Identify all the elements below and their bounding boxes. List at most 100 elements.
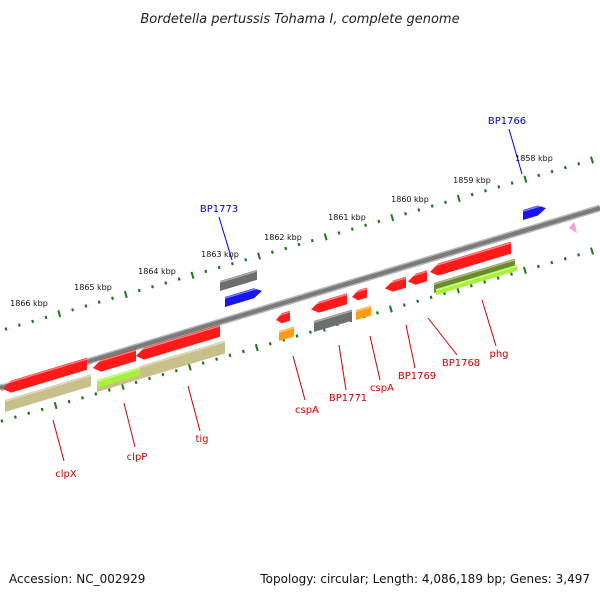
inner-scale-dot xyxy=(0,419,4,423)
scale-tick-label: 1860 kbp xyxy=(391,195,429,204)
inner-scale-dot xyxy=(375,311,379,315)
leader-line xyxy=(427,317,458,356)
genome-backbone xyxy=(0,204,600,392)
scale-tick-label: 1861 kbp xyxy=(328,213,366,222)
feature-gray xyxy=(220,269,257,291)
feature-blue-highlight xyxy=(224,286,263,299)
leader-line xyxy=(481,299,497,347)
feature-red-highlight xyxy=(92,349,137,364)
gene-label-phg: phg xyxy=(489,349,508,360)
gene-label-bp1773: BP1773 xyxy=(200,204,238,215)
gene-label-bp1771: BP1771 xyxy=(329,393,367,404)
leader-line xyxy=(218,216,233,261)
outer-scale-dot xyxy=(204,269,208,274)
feature-blue xyxy=(523,205,546,220)
inner-scale-dot xyxy=(577,253,581,257)
feature-red xyxy=(3,357,87,393)
feature-red-highlight xyxy=(310,293,348,306)
feature-red xyxy=(136,324,220,360)
outer-scale-dot xyxy=(270,250,274,254)
inner-scale-dot xyxy=(536,264,540,269)
outer-scale-dot xyxy=(71,308,75,312)
inner-scale-dot xyxy=(134,380,138,385)
feature-red xyxy=(430,241,511,276)
feature-lime-highlight xyxy=(96,367,141,382)
inner-scale-dot xyxy=(416,299,420,303)
feature-orange xyxy=(279,326,294,341)
outer-scale-dot xyxy=(31,319,35,324)
inner-scale-dot xyxy=(94,392,98,396)
outer-scale-dot xyxy=(497,185,501,189)
outer-scale-dot xyxy=(377,219,381,224)
inner-scale-dot xyxy=(53,401,58,410)
feature-orange xyxy=(356,305,371,320)
gene-label-cspa: cspA xyxy=(370,383,394,394)
inner-scale-dot xyxy=(241,349,245,354)
outer-scale-dot xyxy=(577,162,581,166)
gene-label-tig: tig xyxy=(195,434,208,445)
inner-scale-dot xyxy=(161,372,165,377)
feature-red xyxy=(408,270,427,285)
outer-scale-dots xyxy=(4,156,594,331)
scale-tick-labels: 1858 kbp 1859 kbp 1860 kbp 1861 kbp 1862 kbp… xyxy=(10,154,553,308)
outer-scale-dot xyxy=(550,169,554,174)
outer-scale-dot xyxy=(404,211,408,216)
outer-scale-dot xyxy=(350,227,354,231)
feature-gray xyxy=(314,309,352,332)
outer-scale-dot xyxy=(310,238,314,243)
feature-red-highlight xyxy=(384,277,407,285)
feature-khaki-highlight xyxy=(139,341,226,368)
outer-scale-dot xyxy=(364,223,368,228)
feature-pink xyxy=(569,222,577,233)
outer-scale-dot xyxy=(284,246,288,251)
outer-scale-dot xyxy=(590,156,594,164)
inner-scale-dot xyxy=(67,399,71,404)
map-title: Bordetella pertussis Tohama I, complete … xyxy=(140,12,459,27)
outer-scale-dot xyxy=(137,288,141,293)
outer-scale-dot xyxy=(470,192,474,197)
inner-scale-dot xyxy=(80,396,84,400)
inner-scale-dot xyxy=(590,247,594,255)
outer-scale-dot xyxy=(297,242,301,247)
inner-scale-dot xyxy=(402,303,406,307)
gene-label-bp1766: BP1766 xyxy=(488,116,526,127)
outer-scale-dot xyxy=(111,296,115,301)
label-leader-lines xyxy=(52,128,523,462)
leader-line xyxy=(338,344,347,391)
gene-labels: BP1766BP1773phgBP1768BP1769cspABP1771csp… xyxy=(55,116,526,480)
outer-scale-dot xyxy=(44,315,48,320)
outer-scale-dot xyxy=(456,194,461,203)
feature-red-highlight xyxy=(429,242,512,268)
inner-scale-dot xyxy=(268,342,272,346)
inner-scale-dot xyxy=(174,369,178,373)
outer-scale-dot xyxy=(151,285,154,289)
outer-scale-dot xyxy=(510,181,514,185)
feature-blue-highlight xyxy=(522,203,547,212)
outer-scale-dot xyxy=(417,208,421,212)
outer-scale-dot xyxy=(337,231,341,235)
outer-scale-dot xyxy=(164,281,168,285)
feature-orange-highlight xyxy=(355,306,372,312)
outer-scale-dot xyxy=(4,327,8,331)
leader-line xyxy=(187,385,201,432)
feature-red xyxy=(352,287,367,301)
inner-scale-dot xyxy=(469,284,473,288)
gene-features xyxy=(2,203,577,412)
outer-scale-dot xyxy=(444,200,447,204)
gene-label-bp1769: BP1769 xyxy=(398,371,436,382)
outer-scale-dot xyxy=(483,188,487,193)
inner-scale-dot xyxy=(429,295,433,300)
feature-red-highlight xyxy=(2,358,88,385)
gene-label-clpx: clpX xyxy=(55,469,77,480)
feature-khaki xyxy=(140,340,225,379)
feature-lime-highlight xyxy=(435,265,518,291)
inner-scale-dot xyxy=(187,363,192,371)
outer-scale-dot xyxy=(563,165,567,170)
accession-text: Accession: NC_002929 xyxy=(9,572,146,586)
outer-scale-dot xyxy=(57,310,62,318)
feature-gray-highlight xyxy=(219,270,258,283)
inner-scale-dot xyxy=(523,266,527,274)
outer-scale-dot xyxy=(17,323,21,327)
outer-scale-dot xyxy=(430,204,434,208)
